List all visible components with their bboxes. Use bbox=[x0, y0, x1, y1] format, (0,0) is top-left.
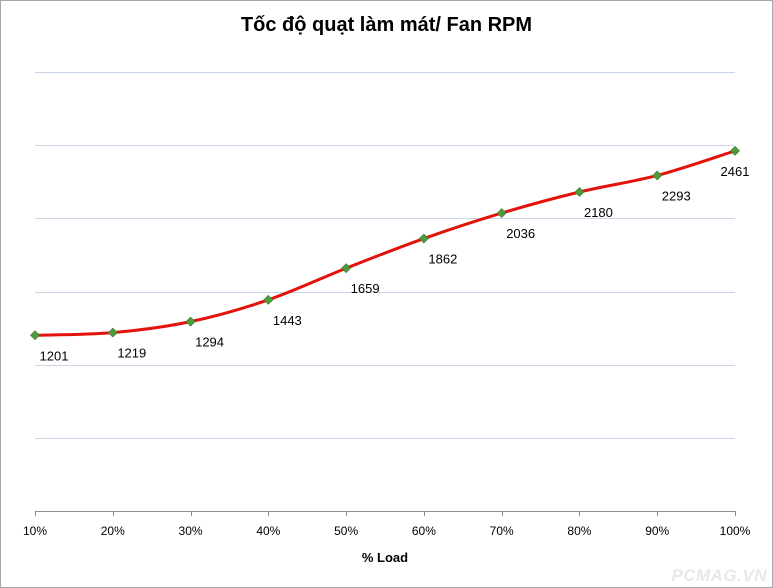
series-line bbox=[33, 149, 737, 337]
x-tick-label: 100% bbox=[720, 524, 751, 538]
data-label: 1443 bbox=[273, 313, 302, 328]
x-axis bbox=[35, 511, 736, 516]
data-point-marker bbox=[341, 263, 352, 274]
x-tick-label: 90% bbox=[645, 524, 669, 538]
data-point-marker bbox=[263, 294, 274, 305]
data-label: 1201 bbox=[40, 348, 69, 363]
data-point-marker bbox=[652, 170, 663, 181]
x-tick-label: 60% bbox=[412, 524, 436, 538]
data-label: 2461 bbox=[721, 164, 750, 179]
data-label: 1294 bbox=[195, 335, 224, 350]
data-point-marker bbox=[730, 145, 740, 156]
series-markers bbox=[30, 145, 740, 341]
data-point-marker bbox=[107, 327, 118, 338]
data-point-marker bbox=[30, 330, 40, 341]
data-labels: 1201 1219 1294 1443 1659 1862 2036 2180 2293 2461 bbox=[40, 164, 750, 363]
x-tick-label: 10% bbox=[23, 524, 47, 538]
x-tick-label: 40% bbox=[256, 524, 280, 538]
x-axis-label: % Load bbox=[362, 550, 408, 565]
data-label: 2036 bbox=[506, 226, 535, 241]
x-tick-labels: 10% 20% 30% 40% 50% 60% 70% 80% 90% 100% bbox=[23, 524, 751, 538]
data-point-marker bbox=[574, 187, 585, 197]
x-tick-label: 20% bbox=[101, 524, 125, 538]
data-point-marker bbox=[185, 316, 196, 327]
chart-title: Tốc độ quạt làm mát/ Fan RPM bbox=[240, 14, 533, 36]
data-point-marker bbox=[418, 233, 429, 244]
data-point-marker bbox=[496, 208, 507, 218]
gridlines bbox=[35, 72, 735, 439]
x-tick-label: 50% bbox=[334, 524, 358, 538]
data-label: 2293 bbox=[662, 188, 691, 203]
data-label: 1219 bbox=[117, 346, 146, 361]
x-tick-label: 80% bbox=[567, 524, 591, 538]
data-label: 2180 bbox=[584, 205, 613, 220]
x-tick-label: 70% bbox=[490, 524, 514, 538]
data-label: 1862 bbox=[428, 252, 457, 267]
x-tick-label: 30% bbox=[179, 524, 203, 538]
watermark-logo: PCMAG.VN bbox=[671, 566, 767, 585]
data-label: 1659 bbox=[351, 281, 380, 296]
